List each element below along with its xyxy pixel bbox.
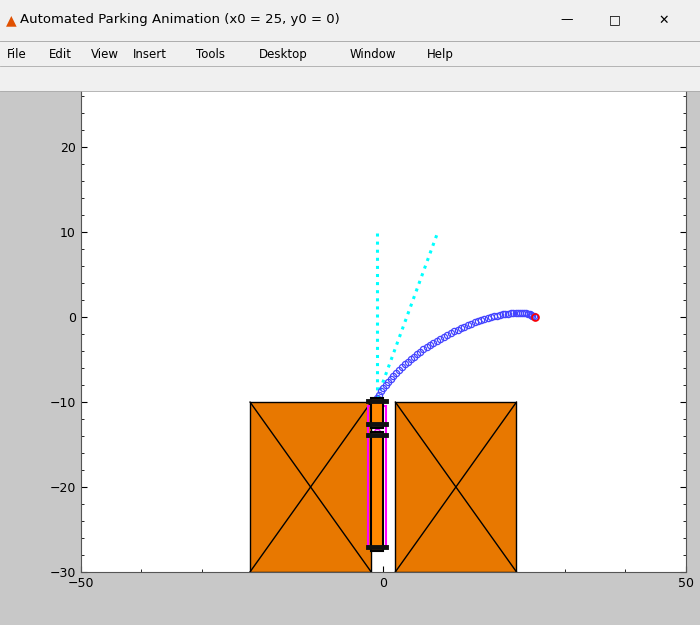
Text: Window: Window (350, 48, 396, 61)
Text: ▲: ▲ (6, 13, 16, 27)
Text: —: — (560, 14, 573, 26)
Bar (368, 406, 386, 546)
Text: Tools: Tools (196, 48, 225, 61)
Text: ✕: ✕ (658, 14, 668, 26)
Bar (371, 432, 384, 551)
Text: Help: Help (427, 48, 454, 61)
Text: Desktop: Desktop (259, 48, 308, 61)
Bar (395, 402, 517, 572)
Text: File: File (7, 48, 27, 61)
Text: Edit: Edit (49, 48, 72, 61)
Text: □: □ (609, 14, 621, 26)
Bar (250, 402, 371, 572)
Text: View: View (91, 48, 119, 61)
Bar (371, 398, 384, 428)
Text: Insert: Insert (133, 48, 167, 61)
Text: Automated Parking Animation (x0 = 25, y0 = 0): Automated Parking Animation (x0 = 25, y0… (20, 14, 340, 26)
